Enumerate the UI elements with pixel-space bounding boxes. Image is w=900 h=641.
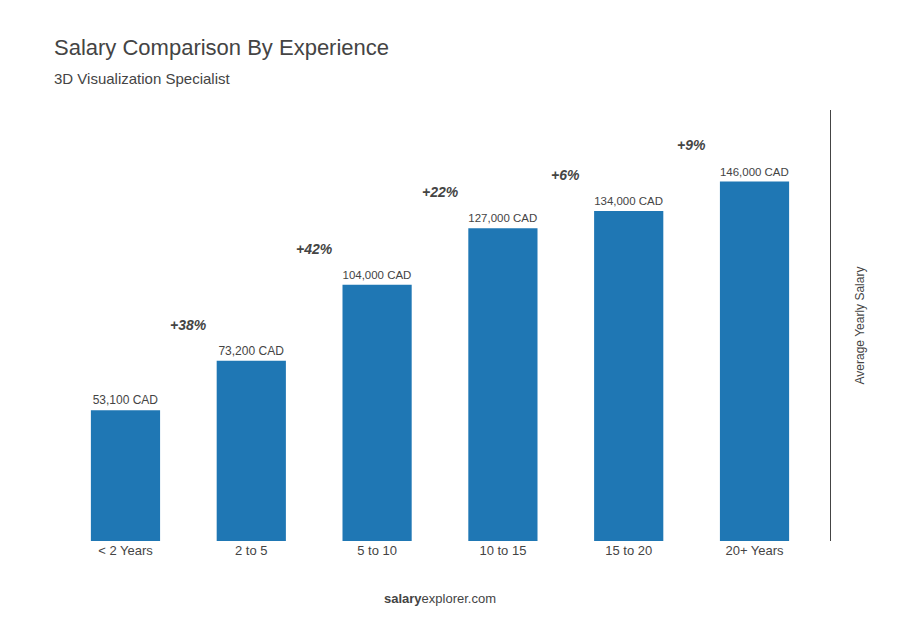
svg-text:5 to 10: 5 to 10: [357, 543, 397, 558]
svg-text:73,200 CAD: 73,200 CAD: [218, 344, 284, 358]
svg-text:salaryexplorer.com: salaryexplorer.com: [384, 591, 496, 606]
svg-text:3D Visualization Specialist: 3D Visualization Specialist: [54, 70, 230, 87]
svg-text:20+ Years: 20+ Years: [725, 543, 784, 558]
svg-text:53,100 CAD: 53,100 CAD: [93, 393, 159, 407]
svg-text:104,000 CAD: 104,000 CAD: [343, 269, 412, 281]
svg-text:< 2 Years: < 2 Years: [98, 543, 153, 558]
svg-text:Average Yearly Salary: Average Yearly Salary: [853, 267, 867, 385]
svg-text:+6%: +6%: [551, 167, 580, 183]
svg-text:15 to 20: 15 to 20: [605, 543, 652, 558]
svg-text:134,000 CAD: 134,000 CAD: [594, 195, 663, 207]
svg-text:Salary Comparison By Experienc: Salary Comparison By Experience: [54, 35, 389, 60]
svg-text:127,000 CAD: 127,000 CAD: [468, 212, 537, 224]
svg-text:+42%: +42%: [296, 241, 333, 257]
svg-text:+9%: +9%: [677, 137, 706, 153]
svg-text:+22%: +22%: [422, 184, 459, 200]
svg-text:+38%: +38%: [170, 317, 207, 333]
svg-text:2 to 5: 2 to 5: [235, 543, 268, 558]
svg-text:10 to 15: 10 to 15: [479, 543, 526, 558]
svg-text:146,000 CAD: 146,000 CAD: [720, 166, 789, 178]
